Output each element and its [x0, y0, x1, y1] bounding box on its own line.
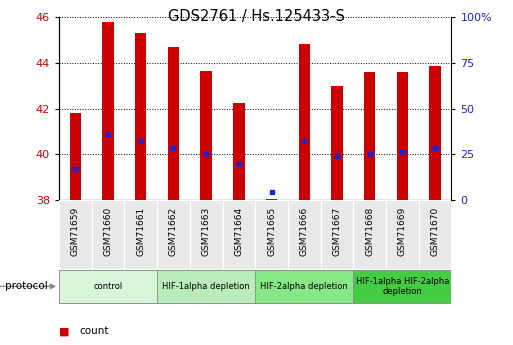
- Bar: [397, 72, 408, 200]
- FancyBboxPatch shape: [190, 200, 223, 269]
- FancyBboxPatch shape: [59, 270, 157, 303]
- FancyBboxPatch shape: [386, 200, 419, 269]
- FancyBboxPatch shape: [157, 200, 190, 269]
- Text: GSM71666: GSM71666: [300, 207, 309, 256]
- FancyBboxPatch shape: [92, 200, 124, 269]
- Text: HIF-1alpha depletion: HIF-1alpha depletion: [162, 282, 250, 291]
- FancyBboxPatch shape: [59, 200, 92, 269]
- FancyBboxPatch shape: [353, 270, 451, 303]
- Bar: [70, 113, 81, 200]
- Bar: [299, 43, 310, 200]
- Text: GSM71667: GSM71667: [332, 207, 342, 256]
- Text: GSM71668: GSM71668: [365, 207, 374, 256]
- Text: GSM71661: GSM71661: [136, 207, 145, 256]
- Text: GSM71659: GSM71659: [71, 207, 80, 256]
- Text: GSM71669: GSM71669: [398, 207, 407, 256]
- Text: GSM71663: GSM71663: [202, 207, 211, 256]
- FancyBboxPatch shape: [353, 200, 386, 269]
- Text: HIF-1alpha HIF-2alpha
depletion: HIF-1alpha HIF-2alpha depletion: [356, 277, 449, 296]
- Bar: [364, 72, 376, 200]
- FancyBboxPatch shape: [255, 200, 288, 269]
- Bar: [102, 22, 114, 200]
- Text: HIF-2alpha depletion: HIF-2alpha depletion: [261, 282, 348, 291]
- FancyBboxPatch shape: [157, 270, 255, 303]
- Text: count: count: [80, 326, 109, 336]
- Text: GSM71665: GSM71665: [267, 207, 276, 256]
- Text: GSM71660: GSM71660: [104, 207, 112, 256]
- Bar: [168, 47, 179, 200]
- Bar: [135, 33, 147, 200]
- Bar: [266, 199, 278, 200]
- Text: GDS2761 / Hs.125433-S: GDS2761 / Hs.125433-S: [168, 9, 345, 23]
- Text: ■: ■: [59, 326, 69, 336]
- Bar: [331, 86, 343, 200]
- Text: GSM71670: GSM71670: [430, 207, 440, 256]
- FancyBboxPatch shape: [255, 270, 353, 303]
- Text: protocol: protocol: [5, 282, 48, 291]
- Text: GSM71662: GSM71662: [169, 207, 178, 256]
- Text: control: control: [93, 282, 123, 291]
- FancyBboxPatch shape: [124, 200, 157, 269]
- FancyBboxPatch shape: [321, 200, 353, 269]
- Text: GSM71664: GSM71664: [234, 207, 243, 256]
- FancyBboxPatch shape: [223, 200, 255, 269]
- Bar: [201, 71, 212, 200]
- Bar: [429, 66, 441, 200]
- FancyBboxPatch shape: [419, 200, 451, 269]
- Bar: [233, 103, 245, 200]
- FancyBboxPatch shape: [288, 200, 321, 269]
